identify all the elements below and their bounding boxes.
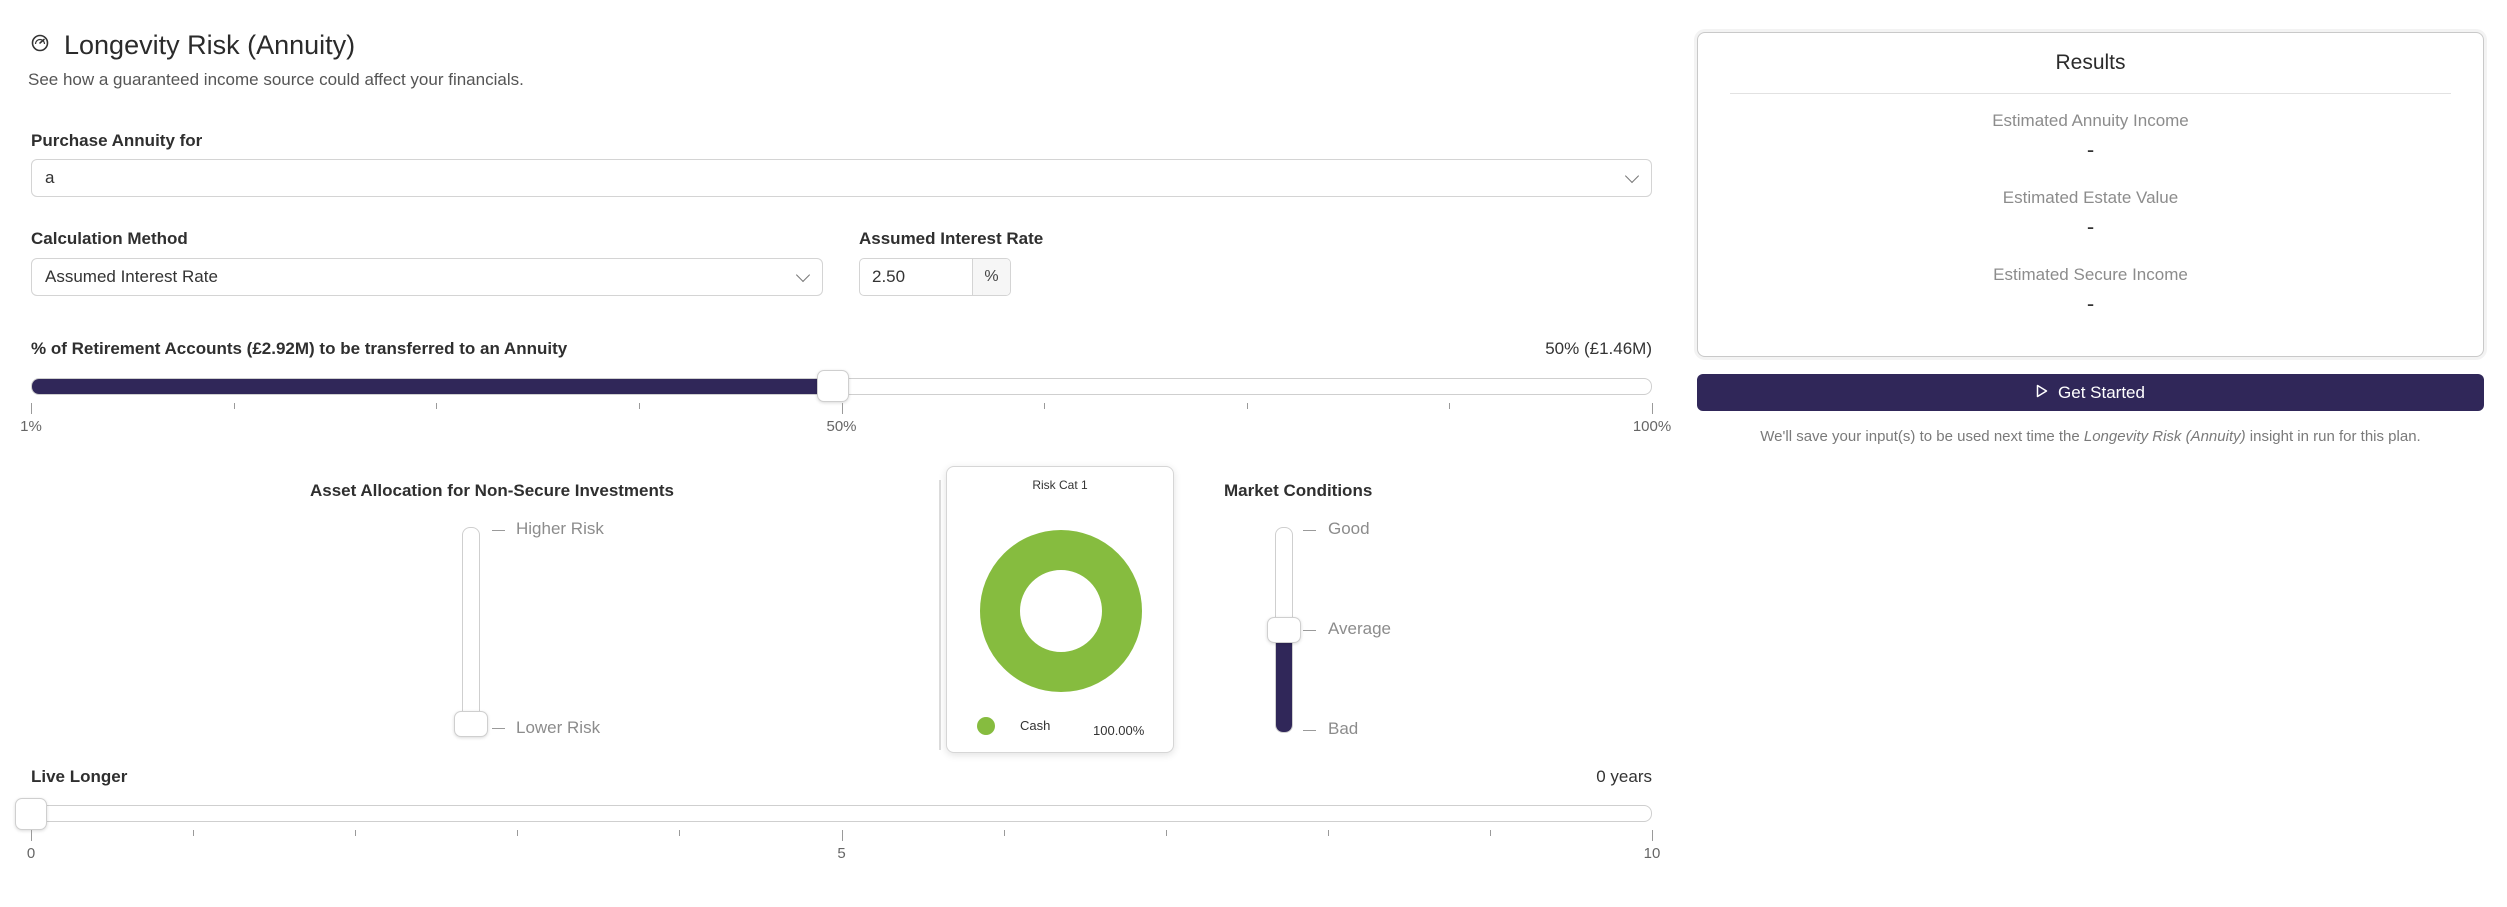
allocation-slider-thumb[interactable]: [454, 711, 488, 737]
chevron-down-icon: [1624, 168, 1640, 184]
transfer-slider-readout: 50% (£1.46M): [1545, 339, 1652, 358]
interest-rate-input[interactable]: 2.50 %: [859, 258, 1011, 296]
tick-label: 1%: [20, 418, 42, 435]
risk-donut-chart: [980, 530, 1142, 692]
market-average-label: Average: [1328, 619, 1392, 638]
results-title: Results: [2055, 51, 2126, 74]
major-tick: [1652, 403, 1653, 414]
major-tick: [841, 830, 843, 841]
play-icon: [2036, 383, 2048, 403]
purchase-annuity-label: Purchase Annuity for: [31, 131, 203, 150]
minor-tick: [1165, 830, 1167, 836]
calculation-method-select[interactable]: Assumed Interest Rate: [31, 258, 823, 296]
minor-tick: [1327, 830, 1329, 836]
allocation-top-dash: [492, 530, 505, 531]
minor-tick: [193, 830, 195, 836]
major-tick: [1652, 830, 1653, 841]
minor-tick: [1449, 403, 1451, 409]
percent-unit: %: [972, 259, 1010, 295]
allocation-title: Asset Allocation for Non-Secure Investme…: [310, 481, 675, 500]
tick-label: 10: [1643, 845, 1661, 862]
transfer-slider-thumb[interactable]: [817, 370, 850, 402]
minor-tick: [517, 830, 519, 836]
tick-label: 0: [26, 845, 36, 862]
major-tick: [31, 403, 32, 414]
minor-tick: [1044, 403, 1046, 409]
page-subtitle: See how a guaranteed income source could…: [28, 70, 524, 89]
results-card: Results Estimated Annuity Income - Estim…: [1697, 32, 2484, 357]
calculation-method-label: Calculation Method: [31, 229, 188, 248]
estate-value-value: -: [2086, 214, 2095, 239]
allocation-bottom-dash: [492, 728, 505, 729]
lower-risk-label: Lower Risk: [516, 718, 601, 737]
page-header: Longevity Risk (Annuity): [30, 30, 355, 61]
live-longer-label: Live Longer: [31, 767, 128, 786]
calculation-method-value: Assumed Interest Rate: [45, 267, 218, 286]
secure-income-label: Estimated Secure Income: [1993, 265, 2188, 284]
save-note-insight: Longevity Risk (Annuity): [2083, 428, 2246, 445]
chevron-down-icon: [795, 267, 811, 283]
risk-category-popover: Risk Cat 1 Cash 100.00%: [946, 466, 1174, 753]
interest-rate-value[interactable]: 2.50: [872, 267, 906, 286]
annuity-income-label: Estimated Annuity Income: [1992, 111, 2189, 130]
minor-tick: [679, 830, 681, 836]
market-title: Market Conditions: [1224, 481, 1373, 500]
popover-divider: [939, 480, 941, 750]
allocation-slider-track[interactable]: [462, 527, 480, 737]
page-title: Longevity Risk (Annuity): [64, 30, 356, 60]
estate-value-label: Estimated Estate Value: [2002, 188, 2179, 207]
live-longer-track[interactable]: [31, 805, 1652, 822]
secure-income-value: -: [2086, 291, 2095, 316]
annuity-income-value: -: [2086, 137, 2095, 162]
get-started-button[interactable]: Get Started: [1697, 374, 2484, 411]
save-note-after: insight in run for this plan.: [2249, 428, 2421, 445]
save-note: We'll save your input(s) to be used next…: [1697, 428, 2484, 445]
get-started-label: Get Started: [2058, 382, 2145, 402]
purchase-annuity-select[interactable]: a: [31, 159, 1652, 197]
tick-label: 5: [837, 845, 846, 862]
major-tick: [841, 403, 843, 414]
minor-tick: [638, 403, 640, 409]
interest-rate-label: Assumed Interest Rate: [859, 229, 1044, 248]
risk-category-title: Risk Cat 1: [1032, 478, 1088, 492]
market-good-label: Good: [1328, 519, 1370, 538]
live-longer-readout: 0 years: [1596, 767, 1652, 786]
market-average-dash: [1303, 630, 1316, 631]
market-bad-label: Bad: [1328, 719, 1359, 738]
market-good-dash: [1303, 530, 1316, 531]
major-tick: [31, 830, 32, 841]
minor-tick: [355, 830, 357, 836]
legend-dot-cash: [977, 717, 995, 735]
market-bad-dash: [1303, 730, 1316, 731]
gauge-icon: [30, 33, 50, 58]
save-note-before: We'll save your input(s) to be used next…: [1760, 428, 2080, 445]
market-slider-fill: [1276, 629, 1292, 732]
live-longer-thumb[interactable]: [15, 798, 47, 830]
legend-label-cash: Cash: [1020, 718, 1051, 733]
results-divider: [1730, 93, 2451, 94]
legend-value-cash: 100.00%: [1093, 723, 1145, 738]
minor-tick: [1246, 403, 1248, 409]
purchase-annuity-value: a: [45, 168, 55, 187]
transfer-slider-label: % of Retirement Accounts (£2.92M) to be …: [31, 339, 568, 358]
transfer-slider-fill: [32, 379, 835, 394]
minor-tick: [436, 403, 438, 409]
minor-tick: [233, 403, 235, 409]
minor-tick: [1489, 830, 1491, 836]
minor-tick: [1003, 830, 1005, 836]
donut-slice-cash: [980, 530, 1142, 692]
higher-risk-label: Higher Risk: [516, 519, 604, 538]
market-slider-thumb[interactable]: [1267, 617, 1301, 643]
tick-label: 50%: [826, 418, 857, 435]
tick-label: 100%: [1632, 418, 1672, 435]
